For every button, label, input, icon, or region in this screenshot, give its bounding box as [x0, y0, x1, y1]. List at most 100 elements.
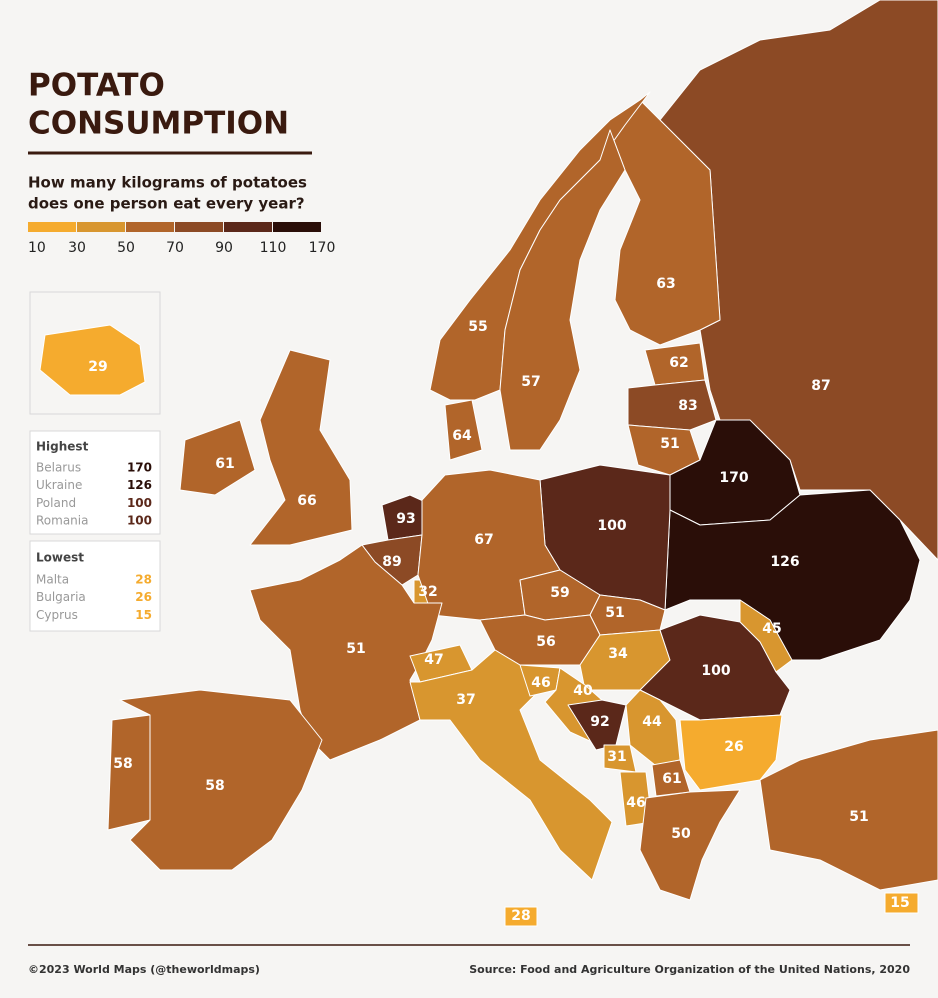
- legend-label: 90: [215, 240, 233, 256]
- country-value: 83: [678, 398, 697, 414]
- table-value: 126: [127, 478, 152, 492]
- country: [639, 789, 741, 901]
- table-country: Ukraine: [36, 478, 82, 492]
- country-value: 32: [418, 584, 437, 600]
- country-value: 15: [890, 895, 909, 911]
- legend-label: 70: [166, 240, 184, 256]
- title: CONSUMPTION: [28, 106, 289, 142]
- country-value: 47: [424, 652, 443, 668]
- country-value: 67: [474, 532, 493, 548]
- country: [679, 714, 783, 791]
- lowest-box: [29, 540, 161, 632]
- country-value: 46: [626, 795, 645, 811]
- country: [567, 699, 627, 751]
- country: [664, 489, 921, 661]
- legend-label: 50: [117, 240, 135, 256]
- country-value: 46: [531, 675, 550, 691]
- table-value: 28: [135, 573, 152, 587]
- country-value: 34: [608, 646, 628, 662]
- country-value: 37: [456, 692, 475, 708]
- legend: 10 30 50 70 90 110 170: [28, 222, 335, 256]
- source: Source: Food and Agriculture Organizatio…: [469, 963, 910, 976]
- inset-box: [29, 291, 161, 415]
- country-value: 58: [205, 778, 224, 794]
- country-value: 51: [346, 641, 365, 657]
- country-value: 62: [669, 355, 688, 371]
- credit: ©2023 World Maps (@theworldmaps): [28, 963, 260, 976]
- country-value: 61: [215, 456, 234, 472]
- country: [249, 349, 353, 546]
- country-value: 57: [521, 374, 540, 390]
- table-heading: Lowest: [36, 551, 84, 565]
- country-value: 100: [701, 663, 730, 679]
- country-value: 93: [396, 511, 415, 527]
- country-value: 29: [88, 359, 107, 375]
- table-country: Malta: [36, 573, 69, 587]
- country-value: 55: [468, 319, 487, 335]
- land: 87 63 55 57 62 83 51 170 126 100 64 61 66 93 89 32 67 59 5…: [39, 0, 938, 927]
- country-value: 26: [724, 739, 743, 755]
- country: [444, 399, 483, 461]
- table-country: Belarus: [36, 461, 81, 475]
- country: [39, 324, 146, 396]
- country-value: 56: [536, 634, 555, 650]
- table-country: Poland: [36, 496, 76, 510]
- country: [609, 99, 721, 346]
- country: [627, 379, 717, 431]
- legend-swatch: [175, 222, 223, 232]
- title: POTATO: [28, 68, 165, 104]
- country-value: 63: [656, 276, 675, 292]
- legend-label: 170: [309, 240, 336, 256]
- table-country: Romania: [36, 514, 88, 528]
- tables: Highest Belarus 170 Ukraine 126 Poland 100 Roma…: [36, 440, 152, 622]
- country-value: 87: [811, 378, 830, 394]
- country-value: 58: [113, 756, 132, 772]
- table-value: 100: [127, 496, 152, 510]
- country-value: 45: [762, 621, 781, 637]
- country: [119, 689, 323, 871]
- subtitle: does one person eat every year?: [28, 195, 305, 213]
- table-value: 26: [135, 590, 152, 604]
- country-value: 51: [849, 809, 868, 825]
- country-value: 51: [605, 605, 624, 621]
- country: [884, 892, 919, 914]
- country-value: 40: [573, 683, 593, 699]
- country: [179, 419, 256, 496]
- table-value: 100: [127, 514, 152, 528]
- country: [639, 614, 791, 721]
- country: [504, 906, 538, 927]
- table-value: 170: [127, 461, 152, 475]
- country-value: 66: [297, 493, 316, 509]
- country-value: 59: [550, 585, 569, 601]
- country-value: 64: [452, 428, 472, 444]
- legend-swatch: [77, 222, 125, 232]
- legend-swatch: [126, 222, 174, 232]
- subtitle: How many kilograms of potatoes: [28, 174, 307, 192]
- country-value: 50: [671, 826, 691, 842]
- country-value: 51: [660, 436, 679, 452]
- legend-label: 30: [68, 240, 86, 256]
- country: [409, 649, 613, 881]
- table-country: Bulgaria: [36, 590, 86, 604]
- table-value: 15: [135, 608, 152, 622]
- table-country: Cyprus: [36, 608, 78, 622]
- country: [499, 129, 626, 451]
- highest-box: [29, 430, 161, 535]
- legend-label: 10: [28, 240, 46, 256]
- legend-swatch: [273, 222, 321, 232]
- country-value: 31: [607, 749, 626, 765]
- country-value: 44: [642, 714, 662, 730]
- country-value: 170: [719, 470, 748, 486]
- country-value: 28: [511, 908, 530, 924]
- country: [107, 714, 151, 831]
- legend-label: 110: [260, 240, 287, 256]
- legend-swatch: [28, 222, 76, 232]
- table-heading: Highest: [36, 440, 89, 454]
- country-value: 61: [662, 771, 681, 787]
- country-value: 92: [590, 714, 609, 730]
- country-value: 100: [597, 518, 626, 534]
- country: [625, 689, 681, 766]
- country-value: 89: [382, 554, 401, 570]
- country-value: 126: [770, 554, 799, 570]
